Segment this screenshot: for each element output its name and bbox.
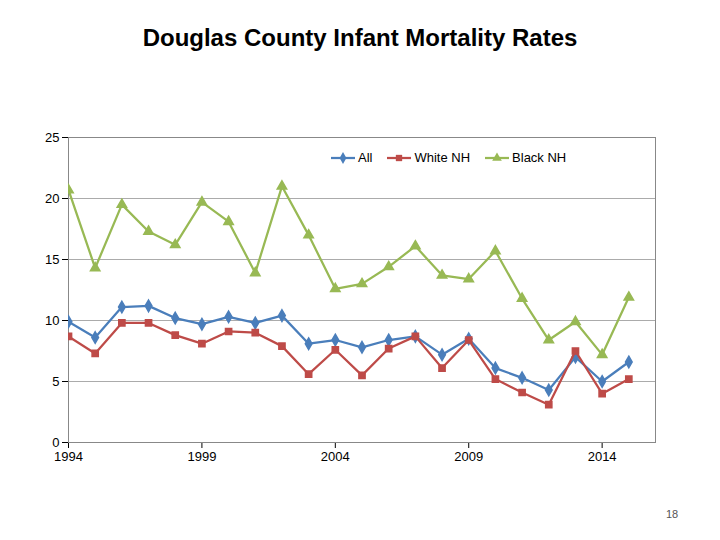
html-text:18: 18 <box>666 508 679 520</box>
svg-text:10: 10 <box>45 313 59 328</box>
svg-text:2004: 2004 <box>321 449 350 464</box>
html-text:All: All <box>358 150 373 165</box>
html-text:White NH: White NH <box>414 150 471 165</box>
svg-text:2009: 2009 <box>454 449 483 464</box>
html-text:Black NH: Black NH <box>512 150 567 165</box>
svg-text:1994: 1994 <box>54 449 83 464</box>
svg-text:1999: 1999 <box>187 449 216 464</box>
svg-text:25: 25 <box>45 130 59 145</box>
svg-text:0: 0 <box>52 435 59 450</box>
html-text:Douglas County Infant Mortalit: Douglas County Infant Mortality Rates <box>142 24 578 51</box>
svg-text:5: 5 <box>52 374 59 389</box>
svg-text:15: 15 <box>45 252 59 267</box>
svg-text:20: 20 <box>45 191 59 206</box>
svg-text:2014: 2014 <box>588 449 617 464</box>
